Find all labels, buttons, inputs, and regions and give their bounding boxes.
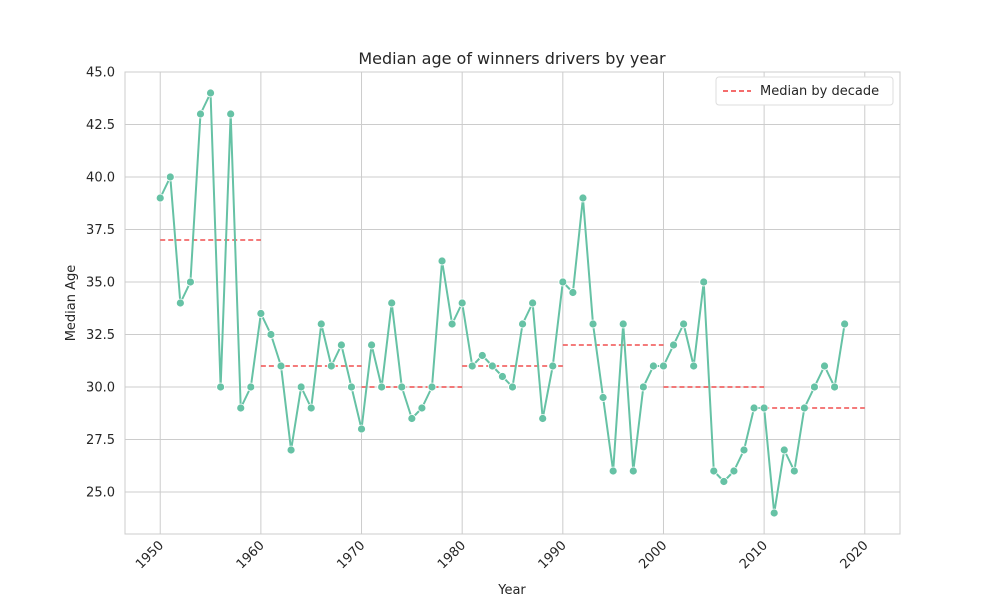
legend-label: Median by decade <box>760 84 879 99</box>
data-point <box>417 403 427 413</box>
data-point <box>840 319 850 329</box>
data-point <box>467 361 477 371</box>
x-tick-label: 2000 <box>636 538 670 572</box>
data-point <box>830 382 839 392</box>
data-point <box>206 88 215 98</box>
legend-box <box>715 76 894 106</box>
data-point <box>276 361 286 371</box>
data-point <box>347 382 356 392</box>
data-point <box>357 424 366 434</box>
data-point <box>387 298 397 308</box>
data-point <box>196 109 205 119</box>
data-point <box>286 445 296 455</box>
legend: Median by decade <box>715 76 894 106</box>
data-point <box>659 361 668 371</box>
y-tick-label: 45.0 <box>86 66 115 81</box>
chart-title: Median age of winners drivers by year <box>358 49 666 68</box>
data-point <box>477 351 487 360</box>
x-tick-label: 1990 <box>536 538 570 572</box>
data-point <box>820 361 829 371</box>
data-point <box>407 414 417 423</box>
x-tick-labels: 1950 1960 1970 1980 1990 2000 2010 2020 <box>133 538 872 572</box>
data-point <box>649 361 658 371</box>
data-point <box>518 319 527 329</box>
data-point <box>236 403 246 413</box>
data-point <box>588 319 598 329</box>
data-point <box>487 361 497 371</box>
data-point <box>155 193 165 203</box>
data-point <box>175 298 185 308</box>
data-points <box>155 88 850 518</box>
data-point <box>437 256 447 266</box>
data-point <box>628 466 638 476</box>
data-point <box>367 340 376 350</box>
x-tick-label: 1980 <box>435 538 469 572</box>
data-point <box>558 277 568 287</box>
x-tick-label: 2020 <box>838 538 872 572</box>
y-tick-label: 27.5 <box>86 433 115 448</box>
data-point <box>759 403 769 413</box>
y-tick-label: 25.0 <box>86 486 115 501</box>
data-point <box>709 466 719 476</box>
data-point <box>789 466 799 476</box>
y-axis-label: Median Age <box>64 265 79 342</box>
y-tick-label: 42.5 <box>86 118 115 133</box>
y-tick-label: 40.0 <box>86 171 115 186</box>
data-point <box>457 298 467 308</box>
x-tick-label: 1950 <box>133 538 167 572</box>
y-tick-label: 32.5 <box>86 328 115 343</box>
data-point <box>165 172 175 182</box>
data-point <box>508 382 517 392</box>
data-point <box>316 319 326 329</box>
data-point <box>608 466 618 476</box>
plot-frame <box>124 71 901 535</box>
x-tick-label: 1970 <box>334 538 368 572</box>
data-point <box>669 340 678 350</box>
data-point <box>246 382 256 392</box>
data-point <box>578 193 588 203</box>
data-point <box>810 382 819 392</box>
data-point <box>638 382 648 392</box>
data-point <box>266 330 276 339</box>
data-point <box>548 361 558 371</box>
data-point <box>296 382 306 392</box>
data-point <box>618 319 628 329</box>
data-point <box>729 466 739 476</box>
data-point <box>226 109 236 119</box>
x-tick-label: 1960 <box>234 538 268 572</box>
y-tick-label: 30.0 <box>86 381 115 396</box>
x-tick-label: 2010 <box>737 538 771 572</box>
grid <box>125 71 900 534</box>
data-point <box>397 382 407 392</box>
data-point <box>689 361 699 371</box>
data-point <box>216 382 226 392</box>
data-point <box>799 403 809 413</box>
data-point <box>538 414 548 423</box>
data-point <box>749 403 759 413</box>
data-point <box>336 340 346 350</box>
data-point <box>739 445 749 455</box>
data-point <box>699 277 709 287</box>
data-point <box>377 382 387 392</box>
data-point <box>679 319 689 329</box>
y-tick-label: 37.5 <box>86 223 115 238</box>
data-point <box>598 393 608 402</box>
data-point <box>256 309 266 318</box>
data-point <box>779 445 789 455</box>
data-point <box>427 382 437 392</box>
x-axis-label: Year <box>497 583 526 598</box>
data-point <box>769 508 779 518</box>
data-point <box>719 477 729 486</box>
data-point <box>447 319 457 329</box>
data-point <box>498 372 507 381</box>
y-tick-label: 35.0 <box>86 276 115 291</box>
data-point <box>528 298 538 308</box>
data-point <box>326 361 336 371</box>
y-tick-labels: 25.0 27.5 30.0 32.5 35.0 37.5 40.0 42.5 45.0 <box>86 66 115 501</box>
data-point <box>186 277 195 287</box>
data-point <box>306 403 316 413</box>
data-point <box>568 288 578 297</box>
